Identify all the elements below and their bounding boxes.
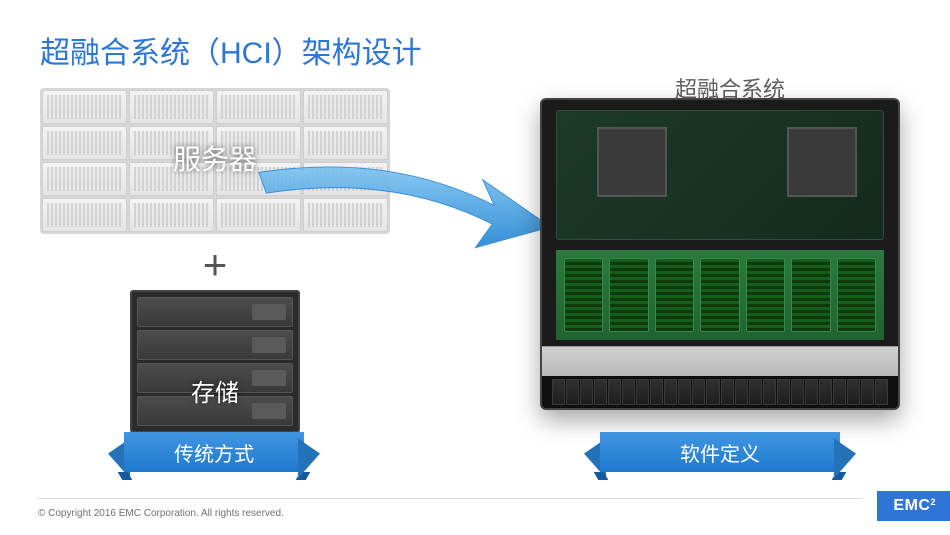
server-label: 服务器: [40, 138, 390, 178]
slide-title: 超融合系统（HCI）架构设计: [40, 28, 422, 72]
nvme-drive: [805, 379, 818, 405]
brand-badge: EMC2: [877, 491, 950, 521]
server-blade: [129, 198, 214, 232]
nvme-drive: [678, 379, 691, 405]
nvme-drive: [566, 379, 579, 405]
copyright-text: © Copyright 2016 EMC Corporation. All ri…: [38, 508, 284, 519]
cooling-fan: [746, 258, 785, 332]
nvme-drive: [594, 379, 607, 405]
nvme-drive: [819, 379, 832, 405]
nvme-drive: [636, 379, 649, 405]
nvme-drive: [721, 379, 734, 405]
footer-divider: [38, 498, 862, 499]
nvme-drive: [875, 379, 888, 405]
nvme-drive: [552, 379, 565, 405]
server-blade: [129, 90, 214, 124]
nvme-drive: [622, 379, 635, 405]
server-blade: [216, 198, 301, 232]
nvme-drive: [664, 379, 677, 405]
nvme-drive: [791, 379, 804, 405]
brand-name: EMC: [893, 497, 930, 514]
nvme-drive: [692, 379, 705, 405]
server-blade: [42, 198, 127, 232]
nvme-drive: [735, 379, 748, 405]
storage-drive-bay: [137, 297, 293, 327]
ribbon-body: 传统方式: [124, 432, 304, 472]
cooling-fan: [609, 258, 648, 332]
fan-row: [556, 250, 884, 340]
nvme-drive: [608, 379, 621, 405]
motherboard-area: [556, 110, 884, 240]
left-ribbon: 传统方式: [88, 432, 340, 472]
nvme-drive: [763, 379, 776, 405]
storage-array-graphic: [130, 290, 300, 433]
nvme-drive: [833, 379, 846, 405]
brand-exponent: 2: [930, 497, 936, 507]
plus-symbol: +: [40, 244, 390, 286]
nvme-drive: [580, 379, 593, 405]
nvme-drive: [650, 379, 663, 405]
right-ribbon: 软件定义: [560, 432, 880, 472]
cooling-fan: [564, 258, 603, 332]
storage-drive-bay: [137, 330, 293, 360]
cooling-fan: [700, 258, 739, 332]
ribbon-tail-right: [834, 434, 856, 479]
server-blade: [303, 198, 388, 232]
nvme-drive: [749, 379, 762, 405]
server-blade: [303, 90, 388, 124]
nvme-drive: [847, 379, 860, 405]
server-blade: [216, 90, 301, 124]
cooling-fan: [791, 258, 830, 332]
chassis-mid-rail: [542, 346, 898, 380]
storage-label: 存储: [40, 373, 390, 408]
right-ribbon-label: 软件定义: [680, 438, 760, 467]
nvme-drive: [861, 379, 874, 405]
nvme-drive: [777, 379, 790, 405]
cpu-socket-2: [787, 127, 857, 197]
ribbon-tail-right: [298, 434, 320, 479]
hci-server-graphic: [540, 98, 900, 410]
server-blade: [42, 90, 127, 124]
cpu-socket-1: [597, 127, 667, 197]
nvme-drive: [706, 379, 719, 405]
ribbon-body: 软件定义: [600, 432, 840, 472]
drive-bay-row: [542, 376, 898, 408]
cooling-fan: [655, 258, 694, 332]
cooling-fan: [837, 258, 876, 332]
left-ribbon-label: 传统方式: [174, 438, 254, 467]
